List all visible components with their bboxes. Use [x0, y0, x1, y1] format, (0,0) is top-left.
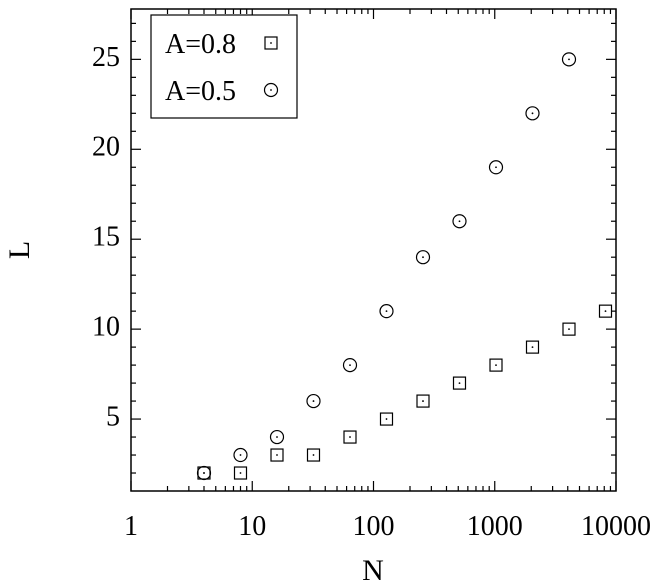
y-tick-label: 10 [92, 312, 120, 343]
data-point-circle [525, 106, 540, 121]
marker-center-dot [568, 328, 570, 331]
legend: A=0.8 A=0.5 [150, 14, 298, 119]
data-point-square [489, 358, 503, 372]
marker-center-dot [270, 42, 272, 44]
marker-center-dot [349, 364, 351, 367]
square-marker [233, 466, 248, 480]
marker-center-dot [531, 346, 534, 349]
marker-center-dot [239, 472, 242, 474]
y-tick-label: 15 [92, 222, 120, 253]
circle-marker [452, 214, 467, 229]
square-marker [270, 448, 284, 462]
marker-center-dot [495, 364, 497, 367]
square-marker [379, 412, 394, 426]
data-points [196, 52, 613, 481]
y-tick-label: 25 [92, 42, 120, 73]
data-point-square [452, 376, 467, 390]
square-marker [525, 340, 540, 354]
data-point-circle [196, 465, 212, 481]
square-marker [562, 322, 576, 336]
tick-labels: 1 10 100 1000 10000 5 10 15 20 25 [92, 42, 651, 542]
marker-center-dot [531, 112, 534, 115]
circle-marker [525, 106, 540, 121]
x-tick-label: 100 [353, 511, 395, 542]
data-point-circle [306, 393, 321, 409]
legend-box [150, 14, 298, 119]
circle-marker [269, 429, 285, 445]
square-marker [264, 36, 278, 50]
circle-marker [196, 465, 212, 481]
data-point-circle [561, 52, 577, 67]
marker-center-dot [349, 436, 351, 438]
legend-label-a08: A=0.8 [165, 29, 236, 60]
y-tick-label: 5 [106, 401, 120, 432]
circle-marker [415, 250, 431, 265]
circle-marker [561, 52, 577, 67]
marker-center-dot [458, 220, 461, 223]
legend-square [264, 36, 278, 50]
marker-center-dot [458, 382, 461, 384]
data-point-circle [488, 160, 504, 175]
square-marker [416, 394, 430, 408]
data-point-square [598, 304, 613, 318]
data-point-square [562, 322, 576, 336]
legend-marker-circle [263, 82, 279, 98]
data-point-square [306, 448, 321, 462]
data-point-circle [269, 429, 285, 445]
square-marker [598, 304, 613, 318]
square-marker [489, 358, 503, 372]
data-point-square [343, 430, 357, 444]
circle-marker [263, 82, 279, 98]
data-point-circle [342, 358, 358, 373]
x-axis-label: N [362, 554, 384, 587]
data-point-square [233, 466, 248, 480]
marker-center-dot [385, 418, 388, 420]
data-point-circle [233, 447, 248, 463]
marker-center-dot [276, 436, 278, 438]
marker-center-dot [239, 454, 242, 456]
square-marker [452, 376, 467, 390]
x-tick-label: 1 [124, 511, 138, 542]
circle-marker [306, 393, 321, 409]
data-point-circle [415, 250, 431, 265]
marker-center-dot [495, 166, 497, 169]
data-point-circle [379, 304, 394, 319]
marker-center-dot [568, 58, 570, 61]
data-point-square [270, 448, 284, 462]
data-point-square [379, 412, 394, 426]
marker-center-dot [270, 89, 272, 91]
legend-label-a05: A=0.5 [165, 76, 236, 107]
data-point-circle [452, 214, 467, 229]
y-axis-label: L [3, 241, 36, 259]
square-marker [343, 430, 357, 444]
circle-marker [342, 358, 358, 373]
marker-center-dot [422, 400, 424, 402]
marker-center-dot [604, 310, 607, 313]
legend-circle [263, 82, 279, 98]
data-point-square [525, 340, 540, 354]
data-point-square [416, 394, 430, 408]
square-marker [306, 448, 321, 462]
circle-marker [233, 447, 248, 463]
circle-marker [488, 160, 504, 175]
x-tick-label: 10000 [581, 511, 651, 542]
marker-center-dot [203, 472, 205, 474]
marker-center-dot [422, 256, 424, 259]
x-tick-label: 1000 [467, 511, 523, 542]
marker-center-dot [385, 310, 388, 313]
marker-center-dot [312, 400, 315, 402]
y-tick-label: 20 [92, 132, 120, 163]
legend-marker-square [264, 36, 278, 50]
marker-center-dot [276, 454, 278, 456]
marker-center-dot [312, 454, 315, 456]
circle-marker [379, 304, 394, 319]
x-tick-label: 10 [238, 511, 266, 542]
